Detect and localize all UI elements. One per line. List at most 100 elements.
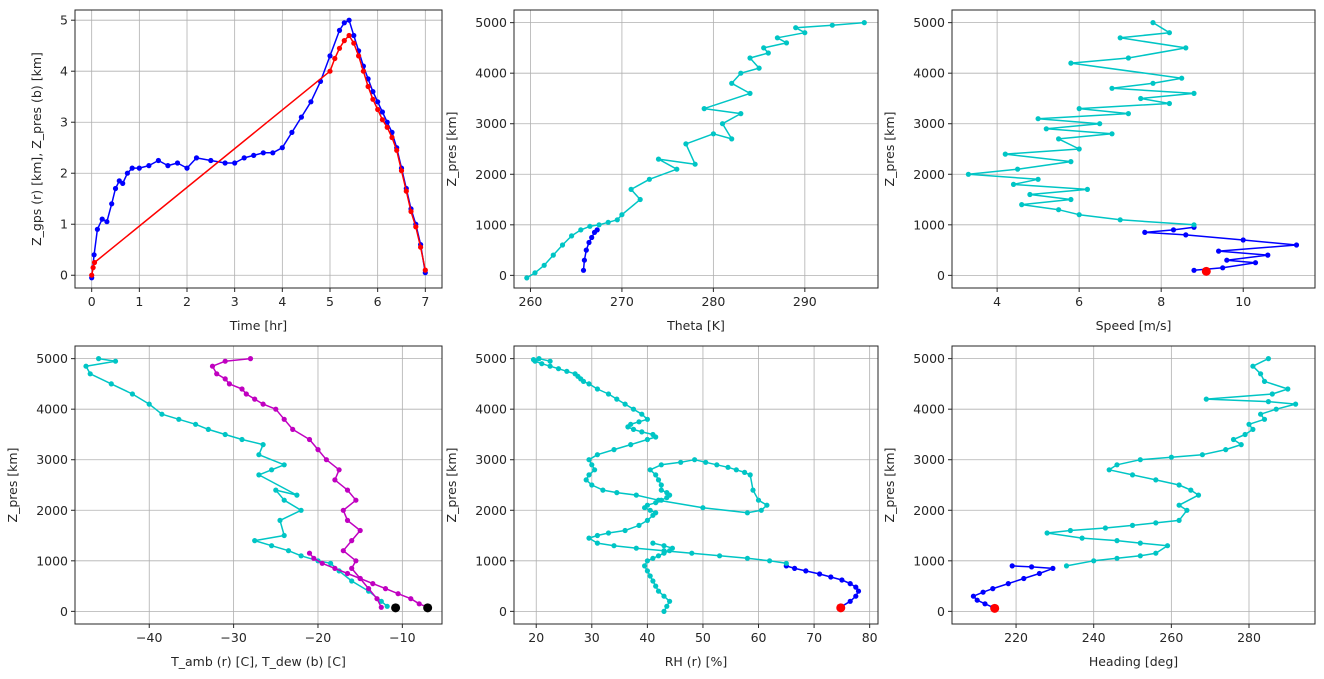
- data-point: [614, 217, 620, 223]
- data-point: [109, 201, 115, 207]
- data-point: [1019, 202, 1025, 208]
- axes-frame: [74, 345, 443, 625]
- data-point: [647, 507, 653, 513]
- y-tick-label: 2000: [475, 167, 507, 182]
- data-point: [547, 363, 553, 369]
- data-point: [165, 163, 171, 169]
- data-point: [802, 30, 808, 36]
- data-point: [642, 563, 648, 569]
- plot-area: [524, 20, 867, 281]
- highlight-point: [990, 603, 1000, 613]
- data-point: [366, 586, 372, 592]
- data-point: [524, 275, 530, 281]
- highlight-point: [1201, 266, 1211, 276]
- data-point: [273, 406, 279, 412]
- data-point: [241, 155, 247, 161]
- data-point: [592, 467, 598, 473]
- data-point: [260, 401, 266, 407]
- data-point: [1166, 100, 1172, 107]
- plot-area: [530, 356, 862, 615]
- data-point: [1010, 181, 1017, 187]
- y-tick-label: 2000: [913, 167, 945, 182]
- data-point: [1293, 401, 1299, 407]
- data-point: [653, 583, 659, 589]
- series-line-1: [967, 21, 1195, 226]
- data-point: [336, 467, 342, 473]
- data-point: [661, 543, 667, 549]
- y-axis-label: Z_gps (r) [km], Z_pres (b) [km]: [29, 52, 44, 246]
- data-point: [124, 170, 130, 176]
- data-point: [639, 411, 645, 417]
- highlight-point: [836, 603, 846, 613]
- y-tick-label: 2: [60, 166, 68, 181]
- data-point: [678, 459, 684, 465]
- data-point: [1191, 267, 1197, 273]
- data-point: [729, 80, 735, 86]
- subplot-p4: −40 −30 −20 −10 0 1000 2000 3000 4000 5000 T_amb (…: [5, 345, 443, 669]
- data-point: [1166, 30, 1172, 36]
- data-point: [747, 90, 753, 96]
- data-point: [761, 45, 767, 51]
- data-point: [589, 482, 595, 488]
- x-tick-label: 5: [326, 294, 334, 309]
- data-point: [541, 262, 547, 268]
- data-point: [692, 161, 698, 167]
- data-point: [644, 558, 651, 564]
- data-point: [970, 593, 977, 599]
- series-line-1: [526, 21, 865, 279]
- data-point: [1170, 227, 1177, 233]
- x-tick-label: 280: [701, 294, 725, 309]
- x-tick-label: 80: [862, 630, 878, 645]
- subplot-p1: 0 1 2 3 4 5 6 7 0 1 2 3 4 5 Time [hr] Z_gps (r) [km], Z…: [29, 9, 443, 333]
- data-point: [600, 487, 606, 493]
- x-axis-label: Theta [K]: [666, 318, 725, 333]
- data-point: [1293, 242, 1300, 248]
- data-point: [408, 208, 414, 215]
- data-point: [222, 358, 228, 364]
- data-point: [398, 168, 405, 174]
- data-point: [112, 185, 119, 192]
- data-point: [583, 477, 589, 483]
- data-point: [605, 530, 612, 536]
- data-point: [1114, 538, 1120, 544]
- data-point: [1258, 371, 1264, 377]
- data-point: [974, 597, 980, 603]
- data-point: [408, 596, 414, 602]
- data-point: [1002, 151, 1008, 157]
- data-point: [379, 117, 385, 123]
- axes-frame: [74, 9, 443, 289]
- data-point: [744, 510, 751, 516]
- data-point: [384, 124, 390, 130]
- x-tick-label: 30: [584, 630, 600, 645]
- data-point: [1265, 356, 1271, 362]
- data-point: [1150, 20, 1156, 26]
- data-point: [146, 401, 152, 407]
- axes-frame: [513, 345, 879, 625]
- data-point: [129, 391, 135, 397]
- y-tick-label: 0: [60, 604, 68, 619]
- data-point: [647, 573, 653, 579]
- data-point: [1036, 570, 1042, 577]
- y-tick-label: 1000: [913, 217, 945, 232]
- data-point: [260, 150, 266, 156]
- data-point: [1076, 146, 1082, 152]
- series-line-1: [532, 357, 787, 565]
- data-point: [1203, 396, 1209, 402]
- data-point: [1138, 95, 1144, 102]
- y-tick-label: 0: [499, 268, 507, 283]
- data-point: [273, 487, 279, 493]
- data-point: [742, 469, 748, 475]
- data-point: [586, 535, 592, 541]
- x-tick-label: 260: [1159, 630, 1183, 645]
- data-point: [586, 381, 592, 387]
- data-point: [239, 386, 245, 392]
- data-point: [1183, 232, 1189, 238]
- data-point: [247, 356, 254, 362]
- y-tick-label: 3: [60, 115, 68, 130]
- data-point: [1137, 540, 1143, 546]
- y-axis-label: Z_pres [km]: [444, 448, 459, 523]
- data-point: [1129, 522, 1136, 529]
- data-point: [340, 507, 346, 513]
- data-point: [1114, 462, 1120, 468]
- data-point: [547, 358, 553, 364]
